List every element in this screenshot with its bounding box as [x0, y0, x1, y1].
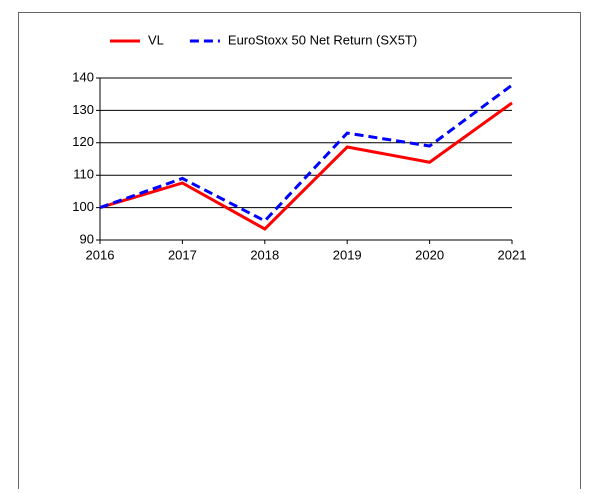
y-tick-label: 100	[72, 199, 94, 214]
y-tick-label: 110	[73, 167, 94, 182]
x-tick-label: 2020	[415, 247, 444, 262]
x-tick-label: 2016	[86, 247, 115, 262]
series-line	[99, 83, 513, 223]
y-tick-label: 140	[72, 69, 94, 84]
series-line	[99, 101, 513, 231]
legend-label: VL	[148, 32, 164, 47]
legend-label: EuroStoxx 50 Net Return (SX5T)	[228, 32, 417, 47]
y-tick-label: 130	[72, 102, 94, 117]
y-tick-label: 120	[72, 134, 94, 149]
x-tick-label: 2019	[333, 247, 362, 262]
x-tick-label: 2017	[168, 247, 197, 262]
y-tick-label: 90	[80, 231, 94, 246]
x-tick-label: 2018	[250, 247, 279, 262]
x-tick-label: 2021	[498, 247, 527, 262]
